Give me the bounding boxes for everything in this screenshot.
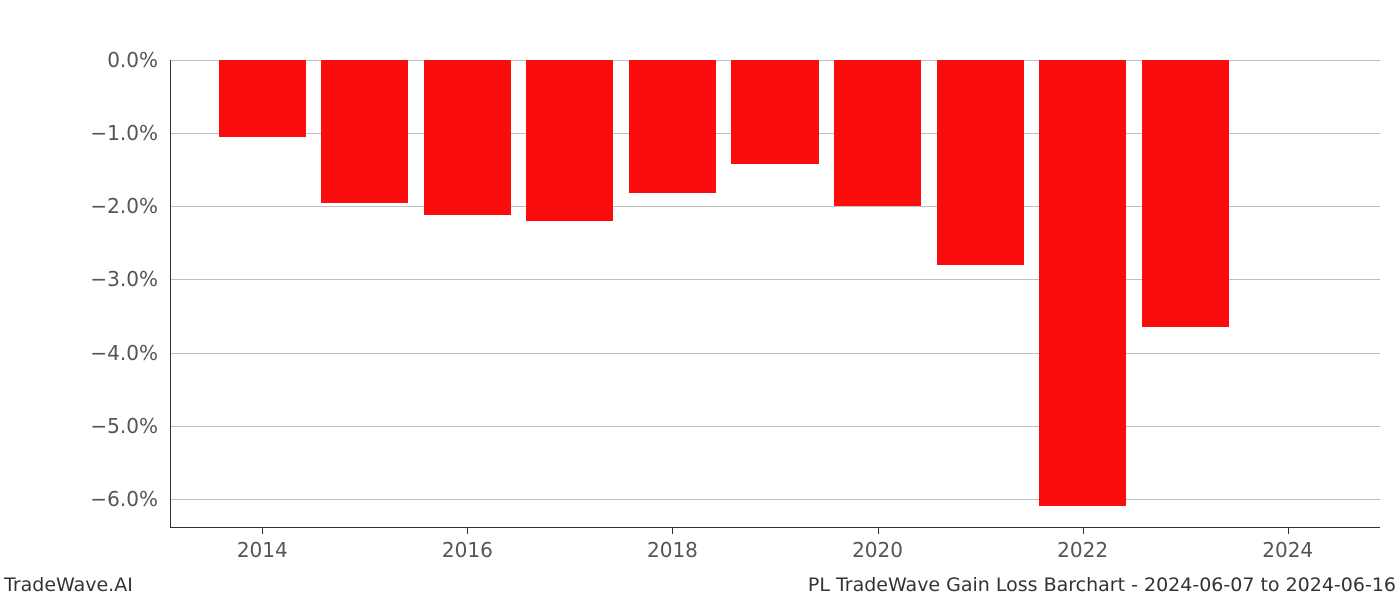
- ytick-label: −4.0%: [0, 341, 158, 365]
- footer-right-caption: PL TradeWave Gain Loss Barchart - 2024-0…: [808, 574, 1400, 600]
- ytick-label: −1.0%: [0, 121, 158, 145]
- xtick-mark: [467, 528, 468, 534]
- bar: [629, 60, 716, 193]
- bar: [731, 60, 818, 164]
- xtick-label: 2020: [852, 538, 903, 562]
- xtick-label: 2014: [237, 538, 288, 562]
- xtick-mark: [1288, 528, 1289, 534]
- xtick-label: 2018: [647, 538, 698, 562]
- bar: [219, 60, 306, 137]
- footer-left-brand: TradeWave.AI: [0, 574, 133, 600]
- ytick-label: −2.0%: [0, 194, 158, 218]
- xtick-mark: [672, 528, 673, 534]
- bar: [424, 60, 511, 215]
- bar: [1039, 60, 1126, 506]
- bar: [937, 60, 1024, 265]
- bar: [526, 60, 613, 221]
- plot-area: [170, 60, 1380, 528]
- chart-figure: TradeWave.AI PL TradeWave Gain Loss Barc…: [0, 0, 1400, 600]
- gridline: [170, 353, 1380, 354]
- bar: [1142, 60, 1229, 327]
- ytick-label: 0.0%: [0, 48, 158, 72]
- ytick-label: −3.0%: [0, 267, 158, 291]
- xtick-mark: [878, 528, 879, 534]
- xtick-label: 2022: [1057, 538, 1108, 562]
- y-axis-spine: [170, 60, 171, 528]
- x-axis-spine: [170, 527, 1380, 528]
- ytick-label: −6.0%: [0, 487, 158, 511]
- xtick-mark: [1083, 528, 1084, 534]
- xtick-mark: [262, 528, 263, 534]
- ytick-label: −5.0%: [0, 414, 158, 438]
- xtick-label: 2024: [1262, 538, 1313, 562]
- gridline: [170, 426, 1380, 427]
- bar: [321, 60, 408, 203]
- gridline: [170, 499, 1380, 500]
- bar: [834, 60, 921, 206]
- xtick-label: 2016: [442, 538, 493, 562]
